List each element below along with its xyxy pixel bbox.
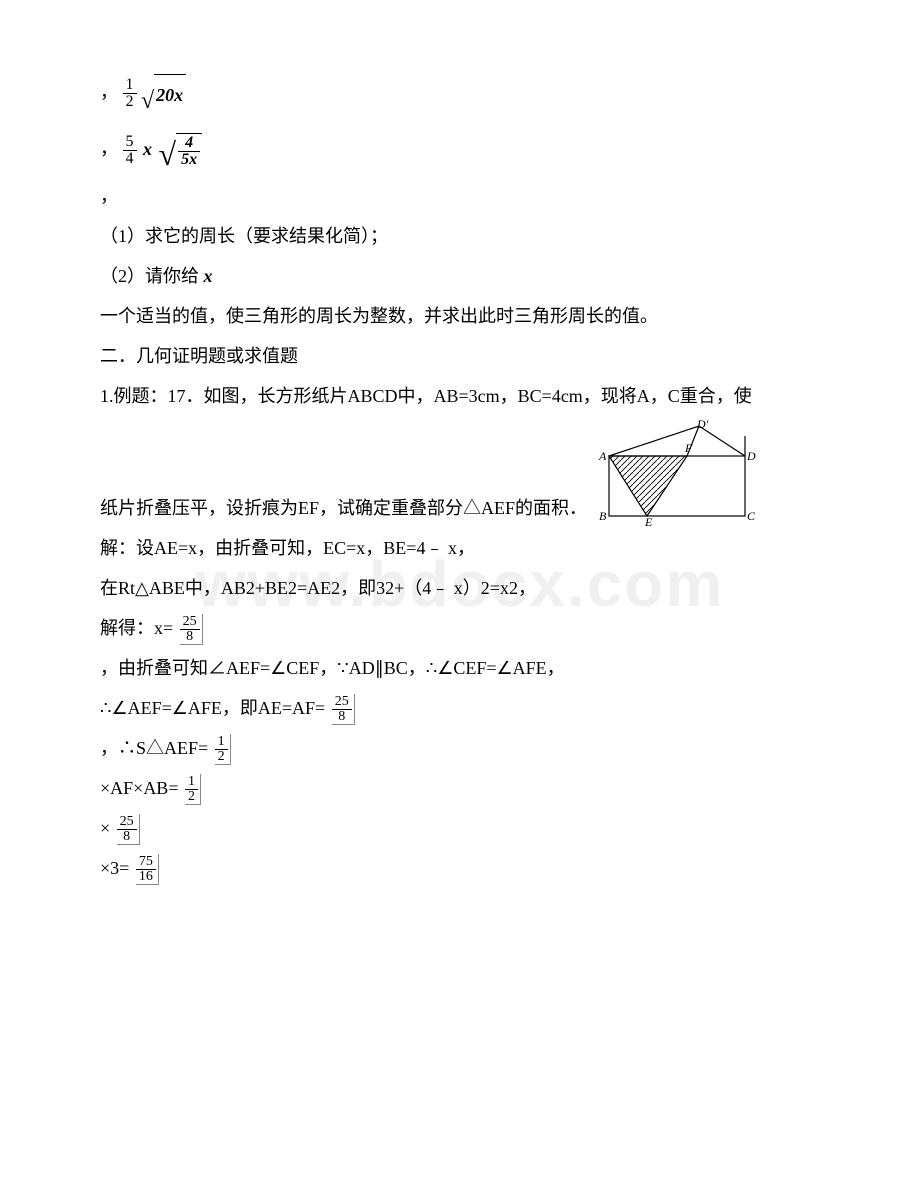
den: 2	[185, 789, 198, 804]
expr2-x: x	[143, 139, 152, 159]
solution-l7: ×AF×AB= 1 2	[100, 770, 820, 806]
solution-l6: ，∴S△AEF= 1 2	[100, 730, 820, 766]
expr2-num: 5	[123, 134, 137, 150]
question-2-line2: 一个适当的值，使三角形的周长为整数，并求出此时三角形周长的值。	[100, 298, 820, 334]
sol-l9-pre: ×3=	[100, 858, 129, 878]
sol-l3-pre: 解得：x=	[100, 618, 173, 638]
solution-l4: ，由折叠可知∠AEF=∠CEF，∵AD∥BC，∴∠CEF=∠AFE，	[100, 650, 820, 686]
expr2-den: 4	[123, 150, 137, 168]
num: 75	[136, 855, 156, 869]
q2-prefix: （2）请你给	[100, 266, 199, 286]
num: 1	[215, 735, 228, 749]
q2-var: x	[204, 266, 213, 286]
expr-1: ， 1 2 √ 20x	[100, 70, 820, 117]
frac-25-8: 25 8	[332, 694, 355, 725]
num: 25	[117, 815, 137, 829]
expr1-den: 2	[123, 93, 137, 111]
frac-1-2: 1 2	[215, 734, 231, 765]
label-C: C	[747, 509, 756, 523]
frac-75-16: 75 16	[136, 854, 159, 885]
label-E: E	[644, 515, 653, 526]
solution-l8: × 25 8	[100, 810, 820, 846]
den: 8	[117, 829, 137, 844]
problem-1-line-b: 纸片折叠压平，设折痕为EF，试确定重叠部分△AEF的面积． A B C D D′…	[100, 418, 820, 526]
expr1-radicand: 20x	[154, 74, 186, 113]
den: 8	[180, 629, 200, 644]
sol-l8-pre: ×	[100, 818, 110, 838]
section-2-heading: 二．几何证明题或求值题	[100, 338, 820, 374]
expr2-frac: 5 4	[123, 134, 137, 168]
label-D: D	[746, 449, 756, 463]
solution-l9: ×3= 75 16	[100, 850, 820, 886]
sqrt-icon: √	[141, 89, 154, 113]
comma-line: ，	[100, 178, 820, 214]
frac-1-2: 1 2	[185, 774, 201, 805]
expr1-frac: 1 2	[123, 77, 137, 111]
problem-1-line-a: 1.例题：17．如图，长方形纸片ABCD中，AB=3cm，BC=4cm，现将A，…	[100, 378, 820, 414]
frac-25-8: 25 8	[117, 814, 140, 845]
sol-l5-pre: ∴∠AEF=∠AFE，即AE=AF=	[100, 698, 325, 718]
question-2-line1: （2）请你给 x	[100, 258, 820, 294]
solution-l3: 解得：x= 25 8	[100, 610, 820, 646]
expr2-rad-den: 5x	[178, 151, 200, 169]
expr1-prefix: ，	[100, 82, 118, 102]
den: 16	[136, 869, 156, 884]
sol-l7-pre: ×AF×AB=	[100, 778, 178, 798]
solution-l1: 解：设AE=x，由折叠可知，EC=x，BE=4﹣ x，	[100, 530, 820, 566]
fold-diagram: A B C D D′ E F	[591, 418, 757, 526]
expr2-prefix: ，	[100, 139, 118, 159]
frac-25-8: 25 8	[180, 614, 203, 645]
question-1: （1）求它的周长（要求结果化简）；	[100, 218, 820, 254]
den: 2	[215, 749, 228, 764]
label-A: A	[598, 449, 607, 463]
label-F: F	[684, 441, 693, 455]
expr-2: ， 5 4 x √ 4 5x	[100, 127, 820, 173]
num: 25	[180, 615, 200, 629]
label-Dp: D′	[696, 418, 709, 431]
num: 1	[185, 775, 198, 789]
solution-l2: 在Rt△ABE中，AB2+BE2=AE2，即32+（4﹣ x）2=x2，	[100, 570, 820, 606]
expr2-rad-num: 4	[178, 135, 200, 151]
expr1-num: 1	[123, 77, 137, 93]
den: 8	[332, 709, 352, 724]
sol-l6-pre: ，∴S△AEF=	[100, 738, 208, 758]
expr2-rad-frac: 4 5x	[178, 135, 200, 169]
num: 25	[332, 695, 352, 709]
label-B: B	[599, 509, 607, 523]
sqrt-icon: √	[159, 138, 177, 170]
expr2-sqrt: √ 4 5x	[159, 133, 203, 170]
p1b-text: 纸片折叠压平，设折痕为EF，试确定重叠部分△AEF的面积．	[100, 490, 587, 526]
document-content: ， 1 2 √ 20x ， 5 4 x √ 4	[100, 70, 820, 886]
solution-l5: ∴∠AEF=∠AFE，即AE=AF= 25 8	[100, 690, 820, 726]
expr1-sqrt: √ 20x	[141, 74, 186, 113]
